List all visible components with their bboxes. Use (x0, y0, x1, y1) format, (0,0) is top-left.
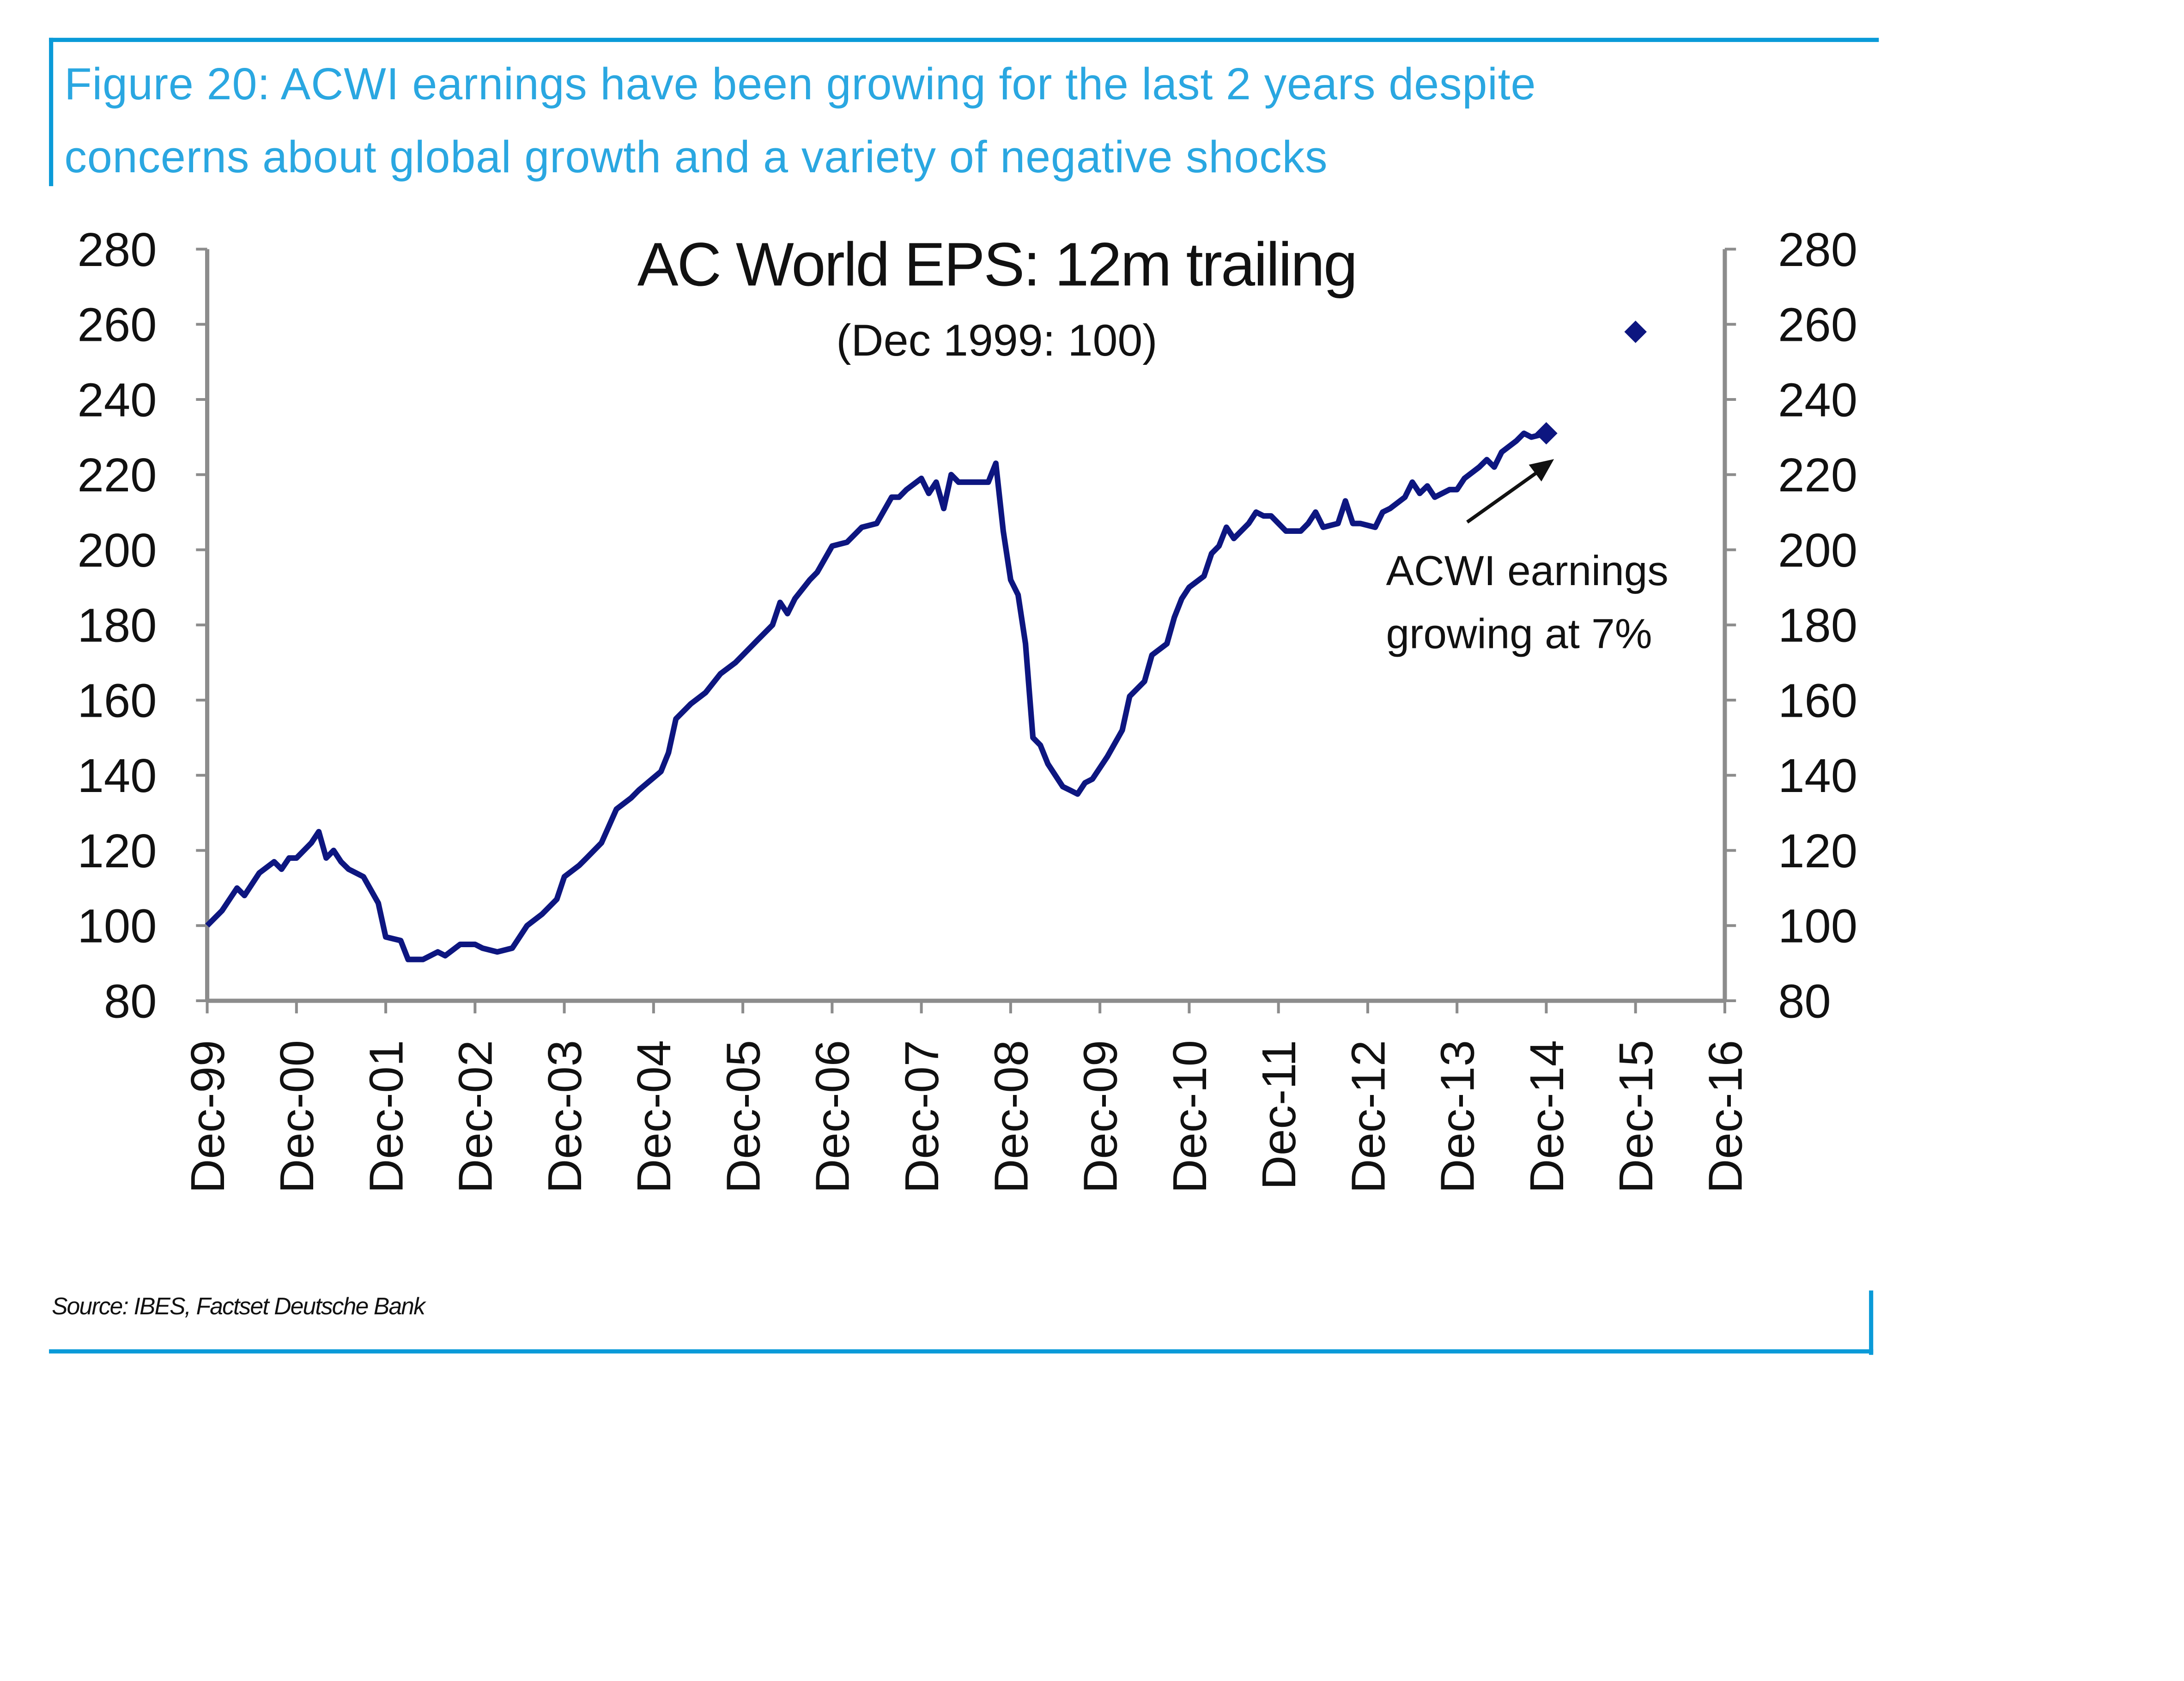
forecast-diamond-marker (1535, 422, 1558, 445)
caption-left-rule (49, 37, 54, 187)
right-y-tick-label: 280 (1778, 223, 1857, 276)
x-tick-label: Dec-00 (270, 1040, 323, 1193)
right-y-tick-label: 180 (1778, 599, 1857, 652)
x-tick-label: Dec-07 (895, 1040, 948, 1193)
annotation-line-1: ACWI earnings (1386, 548, 1668, 594)
left-y-tick-label: 220 (78, 448, 157, 502)
right-y-tick-label: 120 (1778, 824, 1857, 877)
right-y-tick-label: 260 (1778, 298, 1857, 351)
left-y-tick-label: 120 (78, 824, 157, 877)
annotation-line-2: growing at 7% (1386, 611, 1652, 657)
eps-series-line (205, 430, 1547, 962)
x-tick-label: Dec-99 (181, 1040, 234, 1193)
footer-right-rule (1869, 1290, 1874, 1355)
right-y-tick-label: 200 (1778, 524, 1857, 577)
left-y-tick-label: 140 (78, 749, 157, 802)
x-tick-label: Dec-12 (1341, 1040, 1395, 1193)
left-y-tick-label: 160 (78, 674, 157, 727)
figure-caption-line-1: Figure 20: ACWI earnings have been growi… (64, 59, 1536, 109)
x-tick-label: Dec-11 (1252, 1040, 1305, 1190)
left-y-tick-label: 260 (78, 298, 157, 351)
x-tick-label: Dec-01 (359, 1040, 413, 1193)
x-tick-label: Dec-13 (1431, 1040, 1484, 1193)
left-y-tick-label: 100 (78, 900, 157, 953)
x-tick-label: Dec-16 (1699, 1040, 1752, 1193)
left-y-tick-label: 240 (78, 373, 157, 426)
right-y-tick-label: 220 (1778, 448, 1857, 502)
right-y-tick-label: 160 (1778, 674, 1857, 727)
x-tick-label: Dec-15 (1609, 1040, 1662, 1193)
x-tick-label: Dec-14 (1520, 1040, 1573, 1193)
figure-caption-line-2: concerns about global growth and a varie… (64, 131, 1328, 182)
caption-top-rule (49, 37, 1879, 42)
footer-bottom-rule (49, 1349, 1874, 1354)
right-y-tick-label: 80 (1778, 974, 1831, 1028)
x-tick-label: Dec-08 (984, 1040, 1037, 1193)
chart-subtitle: (Dec 1999: 100) (836, 315, 1157, 365)
x-tick-label: Dec-04 (627, 1040, 680, 1193)
left-y-tick-label: 180 (78, 599, 157, 652)
left-y-tick-label: 280 (78, 223, 157, 276)
chart-title: AC World EPS: 12m trailing (637, 230, 1356, 299)
x-tick-label: Dec-02 (449, 1040, 502, 1193)
x-tick-label: Dec-03 (538, 1040, 591, 1193)
left-y-tick-label: 200 (78, 524, 157, 577)
forecast-diamond-marker (1624, 320, 1647, 343)
right-y-tick-label: 140 (1778, 749, 1857, 802)
x-tick-label: Dec-10 (1163, 1040, 1216, 1193)
right-y-tick-label: 100 (1778, 900, 1857, 953)
right-y-tick-label: 240 (1778, 373, 1857, 426)
x-tick-label: Dec-06 (806, 1040, 859, 1193)
x-tick-label: Dec-09 (1074, 1040, 1127, 1193)
x-tick-label: Dec-05 (716, 1040, 770, 1193)
left-y-tick-label: 80 (104, 974, 157, 1028)
annotation-arrow (1466, 459, 1554, 524)
source-note: Source: IBES, Factset Deutsche Bank (52, 1293, 425, 1320)
